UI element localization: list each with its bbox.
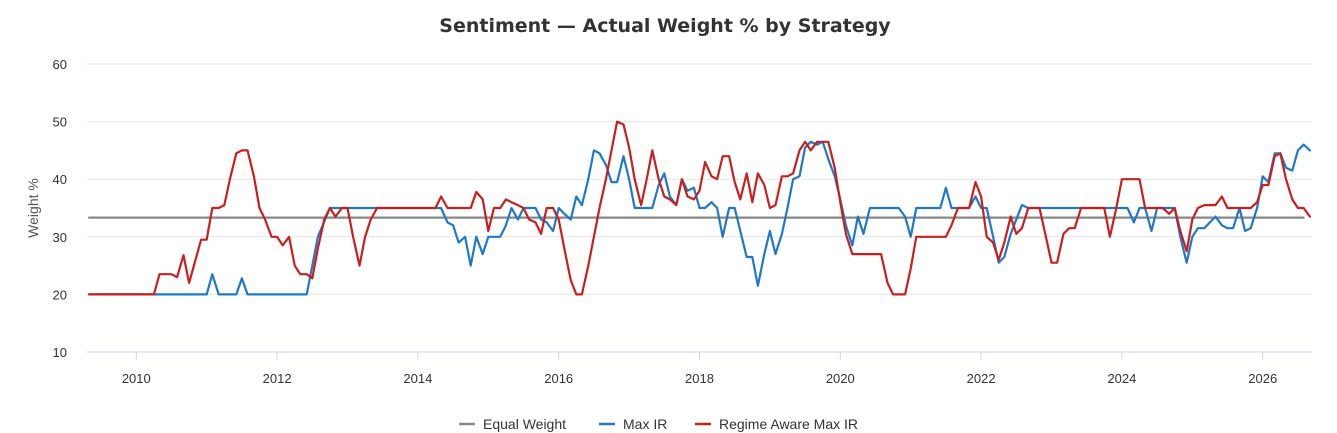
x-tick-label: 2016	[544, 371, 573, 386]
x-tick-label: 2024	[1107, 371, 1136, 386]
y-tick-label: 30	[53, 230, 67, 245]
chart-title: Sentiment — Actual Weight % by Strategy	[439, 15, 891, 37]
legend-item-equal-weight[interactable]: Equal Weight	[459, 416, 566, 432]
plot-area	[88, 120, 1311, 296]
x-tick-label: 2010	[122, 371, 151, 386]
x-tick-label: 2018	[685, 371, 714, 386]
legend-label: Regime Aware Max IR	[719, 416, 858, 432]
y-tick-label: 10	[53, 345, 67, 360]
y-axis-title: Weight %	[25, 178, 41, 238]
y-tick-label: 20	[53, 287, 67, 302]
x-axis: 2010 2012 2014 2016 2018 2020 2022 2024 2026	[122, 352, 1277, 386]
legend-item-regime-aware-max-ir[interactable]: Regime Aware Max IR	[695, 416, 858, 432]
y-tick-label: 50	[53, 115, 67, 130]
x-tick-label: 2022	[967, 371, 996, 386]
legend-item-max-ir[interactable]: Max IR	[599, 416, 667, 432]
x-tick-label: 2026	[1248, 371, 1277, 386]
series-line-regime-aware-max-ir	[88, 120, 1311, 296]
legend-label: Max IR	[623, 416, 667, 432]
legend[interactable]: Equal Weight Max IR Regime Aware Max IR	[459, 416, 858, 432]
y-tick-label: 40	[53, 172, 67, 187]
x-tick-label: 2014	[403, 371, 432, 386]
y-axis: 10 20 30 40 50 60	[53, 57, 67, 360]
x-tick-label: 2012	[263, 371, 292, 386]
legend-label: Equal Weight	[483, 416, 566, 432]
x-tick-label: 2020	[826, 371, 855, 386]
y-tick-label: 60	[53, 57, 67, 72]
